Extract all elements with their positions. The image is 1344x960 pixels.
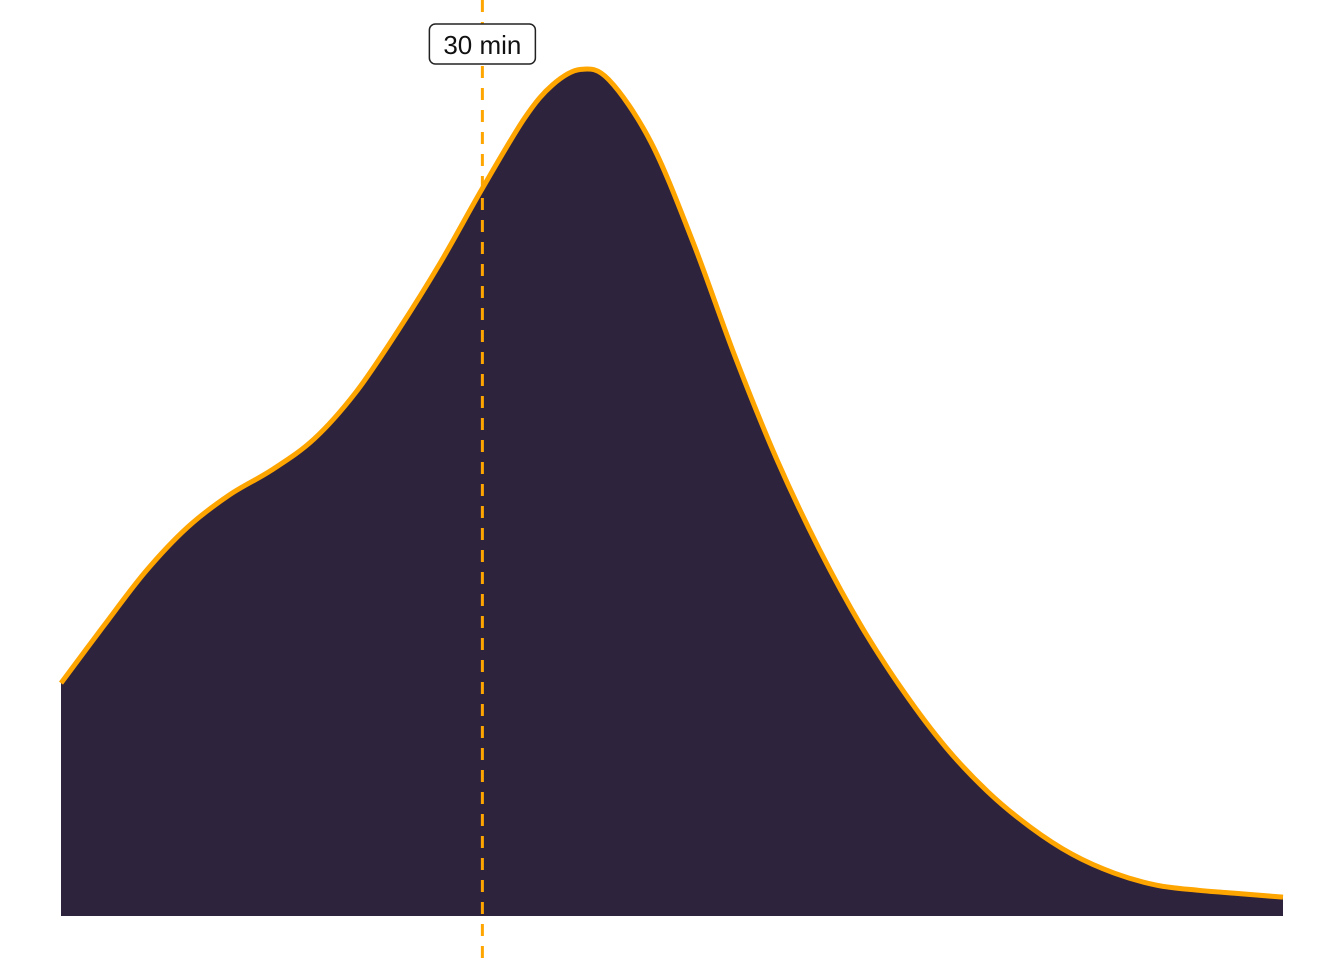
marker-label-box <box>428 23 537 65</box>
area-line <box>58 66 1284 900</box>
area-fill <box>61 68 1283 917</box>
marker-label: 30 min <box>428 23 537 65</box>
marker-label-text: 30 min <box>443 30 521 60</box>
